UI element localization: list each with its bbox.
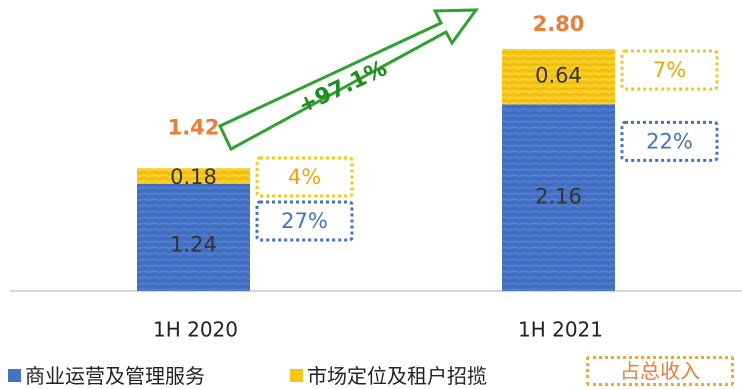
legend-label-share: 占总收入 [620,359,700,383]
legend-label-commercial: 商业运营及管理服务 [25,364,205,388]
share-box-commercial [620,120,719,162]
legend: 商业运营及管理服务 市场定位及租户招揽 占总收入 [0,356,742,388]
share-box-commercial [255,200,354,242]
share-box-tenant [255,156,354,198]
share-label-commercial: 22% [646,129,693,153]
legend-swatch-blue [8,369,21,382]
share-label-commercial: 27% [281,209,328,233]
x-tick-label: 1H 2020 [153,318,238,342]
legend-label-tenant: 市场定位及租户招揽 [307,364,487,388]
bars-group: 1.24 0.18 1.42 4% 27% 2.16 0.64 2.80 7% 22% [137,12,719,291]
share-box-tenant [620,49,719,91]
legend-item-commercial: 商业运营及管理服务 [8,360,205,389]
legend-swatch-yellow [290,369,303,382]
bar-segment-tenant [502,49,615,105]
growth-arrow: +97.1% [217,8,479,152]
bar-segment-commercial [137,183,250,291]
total-label: 1.42 [168,115,220,139]
share-label-tenant: 4% [288,165,321,189]
share-label-tenant: 7% [653,58,686,82]
legend-item-share-of-revenue: 占总收入 [586,356,734,386]
bar-segment-commercial [502,104,615,291]
x-tick-label: 1H 2021 [518,318,603,342]
bar-label-tenant: 0.64 [535,64,582,88]
bar-segment-tenant [137,168,250,184]
bar-label-commercial: 2.16 [535,185,582,209]
total-label: 2.80 [533,12,585,36]
bar-label-tenant: 0.18 [170,165,217,189]
legend-item-tenant: 市场定位及租户招揽 [290,360,487,389]
bar-label-commercial: 1.24 [170,232,217,256]
x-tick-labels: 1H 2020 1H 2021 [153,318,603,342]
